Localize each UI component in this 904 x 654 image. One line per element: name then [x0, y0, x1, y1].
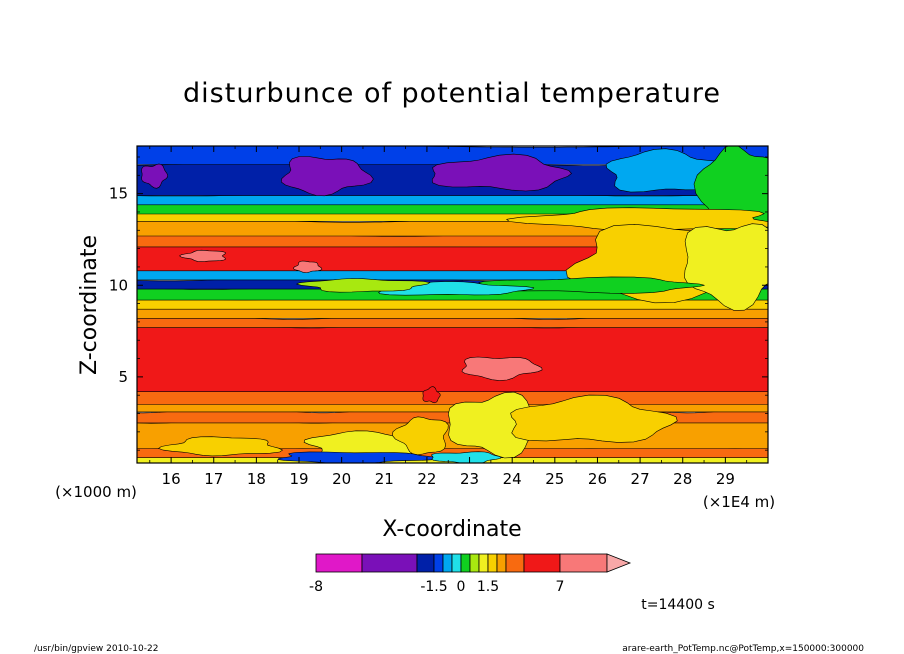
- contour-region: [293, 260, 323, 274]
- contour-region: [157, 436, 284, 457]
- y-tick-label: 5: [118, 368, 128, 386]
- contour-region: [422, 386, 441, 404]
- colorbar-swatch: [433, 553, 444, 573]
- colorbar-swatch: [523, 553, 561, 573]
- colorbar-swatch: [559, 553, 608, 573]
- x-tick-label: 20: [332, 470, 351, 488]
- x-tick-label: 16: [162, 470, 181, 488]
- contour-region: [684, 223, 768, 311]
- contour-region: [141, 163, 169, 189]
- x-tick-label: 24: [503, 470, 522, 488]
- x-tick-label: 18: [247, 470, 266, 488]
- x-axis: 16 17 18 19 20 21 22 23 24 25 26 27 28 29: [149, 146, 748, 488]
- contour-region: [295, 278, 431, 293]
- x-tick-label: 26: [588, 470, 607, 488]
- y-tick-label: 10: [109, 276, 128, 294]
- x-tick-label: 19: [289, 470, 308, 488]
- colorbar-label: 0: [457, 579, 466, 595]
- colorbar-swatch: [416, 553, 435, 573]
- contour-region: [392, 416, 449, 456]
- contour-region: [431, 153, 572, 192]
- contour-field: [137, 146, 768, 463]
- footer-left: /usr/bin/gpview 2010-10-22: [34, 644, 158, 654]
- colorbar-swatch: [460, 553, 471, 573]
- colorbar-swatch: [487, 553, 498, 573]
- colorbar-swatch: [451, 553, 462, 573]
- time-label: t=14400 s: [641, 597, 715, 613]
- contour-region: [179, 249, 227, 262]
- contour-region: [510, 394, 678, 443]
- colorbar-swatch: [315, 553, 363, 573]
- x-tick-label: 21: [375, 470, 394, 488]
- plot-area: [136, 145, 769, 464]
- x-tick-label: 17: [204, 470, 223, 488]
- plot-frame: [136, 145, 769, 464]
- y-tick-label: 15: [109, 185, 128, 203]
- contour-region: [277, 451, 442, 463]
- colorbar-label: -1.5: [420, 579, 447, 595]
- x-axis-unit-right: (×1E4 m): [703, 493, 775, 511]
- contour-region: [461, 356, 543, 381]
- x-axis-unit-left: (×1000 m): [55, 483, 137, 501]
- colorbar-swatch: [469, 553, 480, 573]
- x-tick-label: 23: [460, 470, 479, 488]
- colorbar-swatch: [442, 553, 453, 573]
- x-tick-label: 22: [417, 470, 436, 488]
- colorbar-swatch: [361, 553, 418, 573]
- y-axis-label: Z-coordinate: [77, 235, 102, 375]
- colorbar-swatch: [478, 553, 489, 573]
- contour-region: [281, 156, 374, 197]
- colorbar-label: 1.5: [477, 579, 499, 595]
- y-axis: 5 10 15: [109, 156, 768, 451]
- colorbar-swatch: [505, 553, 525, 573]
- colorbar-label: -8: [309, 579, 323, 595]
- x-axis-label: X-coordinate: [382, 517, 521, 542]
- x-tick-label: 25: [545, 470, 564, 488]
- colorbar-swatch: [496, 553, 507, 573]
- colorbar-extend-arrow: [606, 553, 632, 573]
- footer-right: arare-earth_PotTemp.nc@PotTemp,x=150000:…: [622, 644, 864, 654]
- x-tick-label: 27: [631, 470, 650, 488]
- colorbar: -8 -1.5 0 1.5 7: [309, 553, 632, 595]
- x-tick-label: 29: [716, 470, 735, 488]
- colorbar-label: 7: [556, 579, 565, 595]
- chart-title: disturbunce of potential temperature: [183, 78, 721, 109]
- contour-band: [137, 322, 768, 392]
- x-tick-label: 28: [673, 470, 692, 488]
